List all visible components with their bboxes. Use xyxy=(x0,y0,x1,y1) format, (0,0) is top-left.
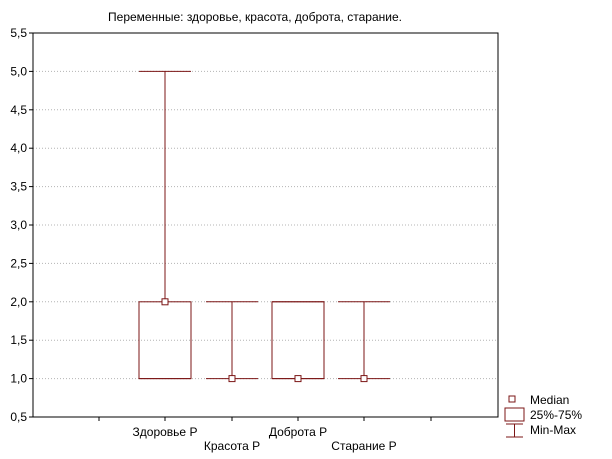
median-marker xyxy=(228,375,236,383)
y-tick-label: 3,5 xyxy=(10,180,27,194)
median-marker xyxy=(161,298,169,306)
box-group xyxy=(271,301,325,383)
box-group xyxy=(138,70,192,380)
y-tick-label: 5,0 xyxy=(10,64,27,78)
y-tick-label: 4,0 xyxy=(10,141,27,155)
box-series xyxy=(138,70,390,383)
y-axis: 0,5 1,0 1,5 2,0 2,5 3,0 3,5 4,0 4,5 5,0 5,5 xyxy=(10,26,33,424)
median-marker xyxy=(360,375,368,383)
y-tick-label: 5,5 xyxy=(10,26,27,40)
box-group xyxy=(338,301,390,383)
legend-box-icon xyxy=(504,407,525,422)
x-tick-label: Старание Р xyxy=(331,439,396,453)
plot-frame xyxy=(32,32,499,418)
median-marker xyxy=(294,375,302,383)
legend-label: Min-Max xyxy=(530,423,576,437)
legend-label: 25%-75% xyxy=(530,408,582,422)
y-tick-label: 1,5 xyxy=(10,333,27,347)
y-tick-label: 2,0 xyxy=(10,295,27,309)
grid-lines xyxy=(33,70,498,380)
legend-median-icon xyxy=(508,395,516,403)
y-tick-label: 4,5 xyxy=(10,103,27,117)
x-tick-label: Здоровье Р xyxy=(133,425,198,439)
legend-label: Median xyxy=(530,393,569,407)
x-tick-label: Доброта Р xyxy=(269,425,327,439)
x-axis: Здоровье Р Красота Р Доброта Р Старание Р xyxy=(98,417,432,453)
y-tick-label: 3,0 xyxy=(10,218,27,232)
y-tick-label: 1,0 xyxy=(10,372,27,386)
x-tick-label: Красота Р xyxy=(204,439,260,453)
y-tick-label: 0,5 xyxy=(10,410,27,424)
box-group xyxy=(206,301,258,383)
chart-title: Переменные: здоровье, красота, доброта, … xyxy=(108,10,402,24)
y-tick-label: 2,5 xyxy=(10,256,27,270)
